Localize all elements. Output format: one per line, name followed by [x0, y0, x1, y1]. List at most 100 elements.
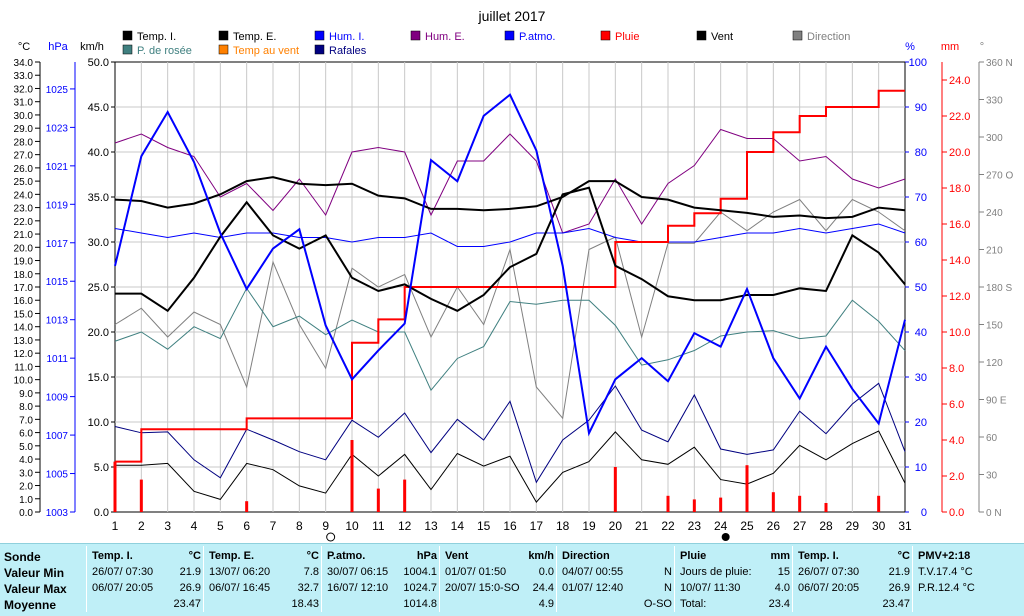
kmh-axis-label: km/h: [80, 41, 104, 53]
panel-max-value: 4.0: [774, 582, 790, 594]
day-label: 5: [217, 519, 224, 533]
panel-min-value: 15: [777, 566, 790, 578]
hpa-tick-label: 1009: [46, 393, 69, 404]
kmh-tick-label: 35.0: [88, 192, 109, 204]
full-moon-icon: [721, 533, 730, 541]
panel-min: 13/07/ 06:20 7.8: [209, 566, 319, 579]
legend-item: Temp. I.: [137, 31, 176, 43]
pct-tick-label: 30: [915, 372, 927, 384]
temp-tick-label: 20.0: [14, 243, 34, 254]
mm-tick-label: 0.0: [949, 507, 964, 519]
temp-tick-label: 21.0: [14, 230, 34, 241]
legend-swatch: [122, 30, 133, 41]
panel-max-value: 26.9: [888, 582, 910, 594]
panel-min-value: 0.0: [538, 566, 554, 578]
panel-separator: [86, 546, 87, 612]
panel-max-date: 10/07/: [680, 582, 711, 594]
day-label: 17: [530, 519, 544, 533]
panel-header: PMV+2:18: [918, 550, 1020, 563]
legend-swatch: [218, 44, 229, 55]
series-line-temp-i: [114, 176, 906, 220]
panel-avg: 18.43: [209, 598, 319, 611]
day-label: 14: [451, 519, 465, 533]
legend-item: Temp. E.: [233, 31, 276, 43]
row-label-max: Valeur Max: [4, 582, 67, 596]
panel-min-date: 04/07/: [562, 566, 593, 578]
panel-max-time: 12:10: [357, 582, 389, 594]
day-label: 15: [477, 519, 491, 533]
series-line-direction: [114, 198, 906, 420]
panel-separator: [556, 546, 557, 612]
panel-max: 10/07/ 11:30 4.0: [680, 582, 790, 595]
panel-separator: [203, 546, 204, 612]
kmh-tick-label: 30.0: [88, 237, 109, 249]
day-label: 31: [898, 519, 912, 533]
temp-tick-label: 8.0: [19, 402, 33, 413]
panel-max-value: 26.9: [179, 582, 201, 594]
panel-avg: [918, 598, 1020, 611]
deg-tick-label: 300: [986, 133, 1003, 144]
panel-header-value: °C: [897, 550, 910, 562]
pct-tick-label: 100: [909, 57, 927, 69]
legend-item: P. de rosée: [137, 45, 192, 57]
series-line-rain-total: [115, 89, 905, 463]
row-label-avg: Moyenne: [4, 598, 57, 612]
panel-max-value: 32.7: [297, 582, 319, 594]
rain-bar: [798, 495, 802, 512]
legend-swatch: [314, 44, 325, 55]
stats-panel: Direction 04/07/ 00:55 N 01/07/ 12:40 N O-SO: [558, 546, 676, 614]
day-label: 12: [398, 519, 412, 533]
panel-header-date: Temp. I.: [92, 550, 133, 562]
panel-separator: [439, 546, 440, 612]
panel-min: 26/07/ 07:30 21.9: [798, 566, 910, 579]
panel-header: Direction: [562, 550, 672, 563]
panel-min-value: 21.9: [888, 566, 910, 578]
pct-tick-label: 80: [915, 147, 927, 159]
legend-item: Rafales: [329, 45, 367, 57]
day-label: 25: [740, 519, 754, 533]
legend-item: Vent: [711, 31, 733, 43]
day-label: 22: [661, 519, 675, 533]
deg-tick-label: 120: [986, 358, 1003, 369]
stats-panel: PMV+2:18 T.V.17.4 °C P.R.12.4 °C: [914, 546, 1024, 614]
panel-avg-value: 1014.8: [403, 598, 437, 610]
mm-tick-label: 4.0: [949, 435, 964, 447]
panel-max-date: 20/07/: [445, 582, 476, 594]
legend-item: Hum. I.: [329, 31, 364, 43]
mm-tick-label: 12.0: [949, 291, 970, 303]
panel-min: T.V.17.4 °C: [918, 566, 1020, 579]
panel-header-value: °C: [188, 550, 201, 562]
day-label: 30: [872, 519, 886, 533]
panel-min-date: 01/07/: [445, 566, 476, 578]
hpa-tick-label: 1013: [46, 316, 69, 327]
day-label: 28: [819, 519, 833, 533]
temp-tick-label: 23.0: [14, 204, 34, 215]
panel-min-time: 00:55: [592, 566, 624, 578]
panel-max-time: 20:05: [828, 582, 860, 594]
panel-header-date: Temp. E.: [209, 550, 255, 562]
kmh-tick-label: 45.0: [88, 102, 109, 114]
deg-tick-label: 90 E: [986, 396, 1007, 407]
temp-tick-label: 3.0: [19, 468, 33, 479]
day-label: 21: [635, 519, 649, 533]
panel-min-date: 13/07/: [209, 566, 240, 578]
panel-header-date: P.atmo.: [327, 550, 366, 562]
row-labels: Sonde Valeur Min Valeur Max Moyenne: [0, 546, 88, 614]
panel-max-time: 15:0-SO: [475, 582, 520, 594]
mm-tick-label: 18.0: [949, 183, 970, 195]
hpa-tick-label: 1021: [46, 162, 69, 173]
temp-tick-label: 14.0: [14, 323, 34, 334]
panel-header-date: PMV+2:18: [918, 550, 971, 562]
panel-max: 06/07/ 20:05 26.9: [798, 582, 910, 595]
panel-min-value: 21.9: [179, 566, 201, 578]
panel-avg-value: 4.9: [538, 598, 554, 610]
pct-tick-label: 40: [915, 327, 927, 339]
panel-avg-date: Total:: [680, 598, 707, 610]
panel-avg: O-SO: [562, 598, 672, 611]
hpa-tick-label: 1005: [46, 470, 69, 481]
day-label: 9: [322, 519, 329, 533]
hpa-tick-label: 1015: [46, 277, 69, 288]
panel-min: 30/07/ 06:15 1004.1: [327, 566, 437, 579]
new-moon-icon: [326, 532, 336, 542]
pct-tick-label: 0: [921, 507, 927, 519]
